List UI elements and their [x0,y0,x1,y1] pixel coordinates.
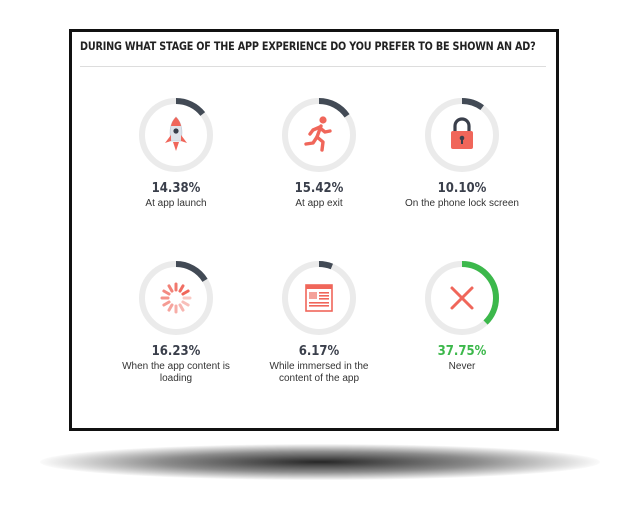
donut-item-app-launch: 14.38% At app launch [101,95,251,210]
title-divider [80,66,546,67]
item-label: At app exit [295,198,343,209]
donut-chart [139,98,213,172]
percentage-value: 16.23% [151,344,201,359]
donut-arc [282,98,356,172]
donut-arc [139,98,213,172]
spinner-dash [162,289,171,296]
item-label: When the app content is loading [122,361,230,384]
donut-arc [282,261,356,335]
donut-arc [425,98,499,172]
article-icon [305,284,333,312]
donut-arc [425,261,499,335]
donut-item-never: 37.75% Never [387,258,537,373]
loading-spinner-icon [160,282,192,314]
donut-chart [425,261,499,335]
chart-title: DURING WHAT STAGE OF THE APP EXPERIENCE … [80,40,536,53]
item-label: On the phone lock screen [405,198,519,209]
donut-item-app-exit: 15.42% At app exit [244,95,394,210]
spinner-dash [181,300,190,307]
percentage-value: 14.38% [151,181,201,196]
donut-item-immersed-content: 6.17% While immersed in the content of t… [244,258,394,385]
donut-chart [282,261,356,335]
item-label: While immersed in the content of the app [269,361,369,384]
spinner-dash [181,289,190,296]
spinner-dash [167,284,174,293]
item-label: At app launch [145,198,207,209]
spinner-dash [167,303,174,312]
chart-card: DURING WHAT STAGE OF THE APP EXPERIENCE … [69,29,559,431]
padlock-icon [451,117,473,149]
item-label: Never [448,361,476,372]
spinner-dash [178,284,185,293]
x-mark-icon [450,286,474,310]
donut-chart [139,261,213,335]
percentage-value: 15.42% [294,181,344,196]
spinner-dash [162,300,171,307]
drop-shadow [40,444,600,480]
donut-arc [139,261,213,335]
spinner-dash [178,303,185,312]
percentage-value: 6.17% [298,344,340,359]
rocket-icon [165,116,187,151]
percentage-value: 37.75% [437,344,487,359]
percentage-value: 10.10% [437,181,487,196]
donut-chart [425,98,499,172]
running-man-icon [304,116,332,152]
donut-chart [282,98,356,172]
donut-item-lock-screen: 10.10% On the phone lock screen [387,95,537,210]
donut-item-content-loading: 16.23% When the app content is loading [101,258,251,385]
